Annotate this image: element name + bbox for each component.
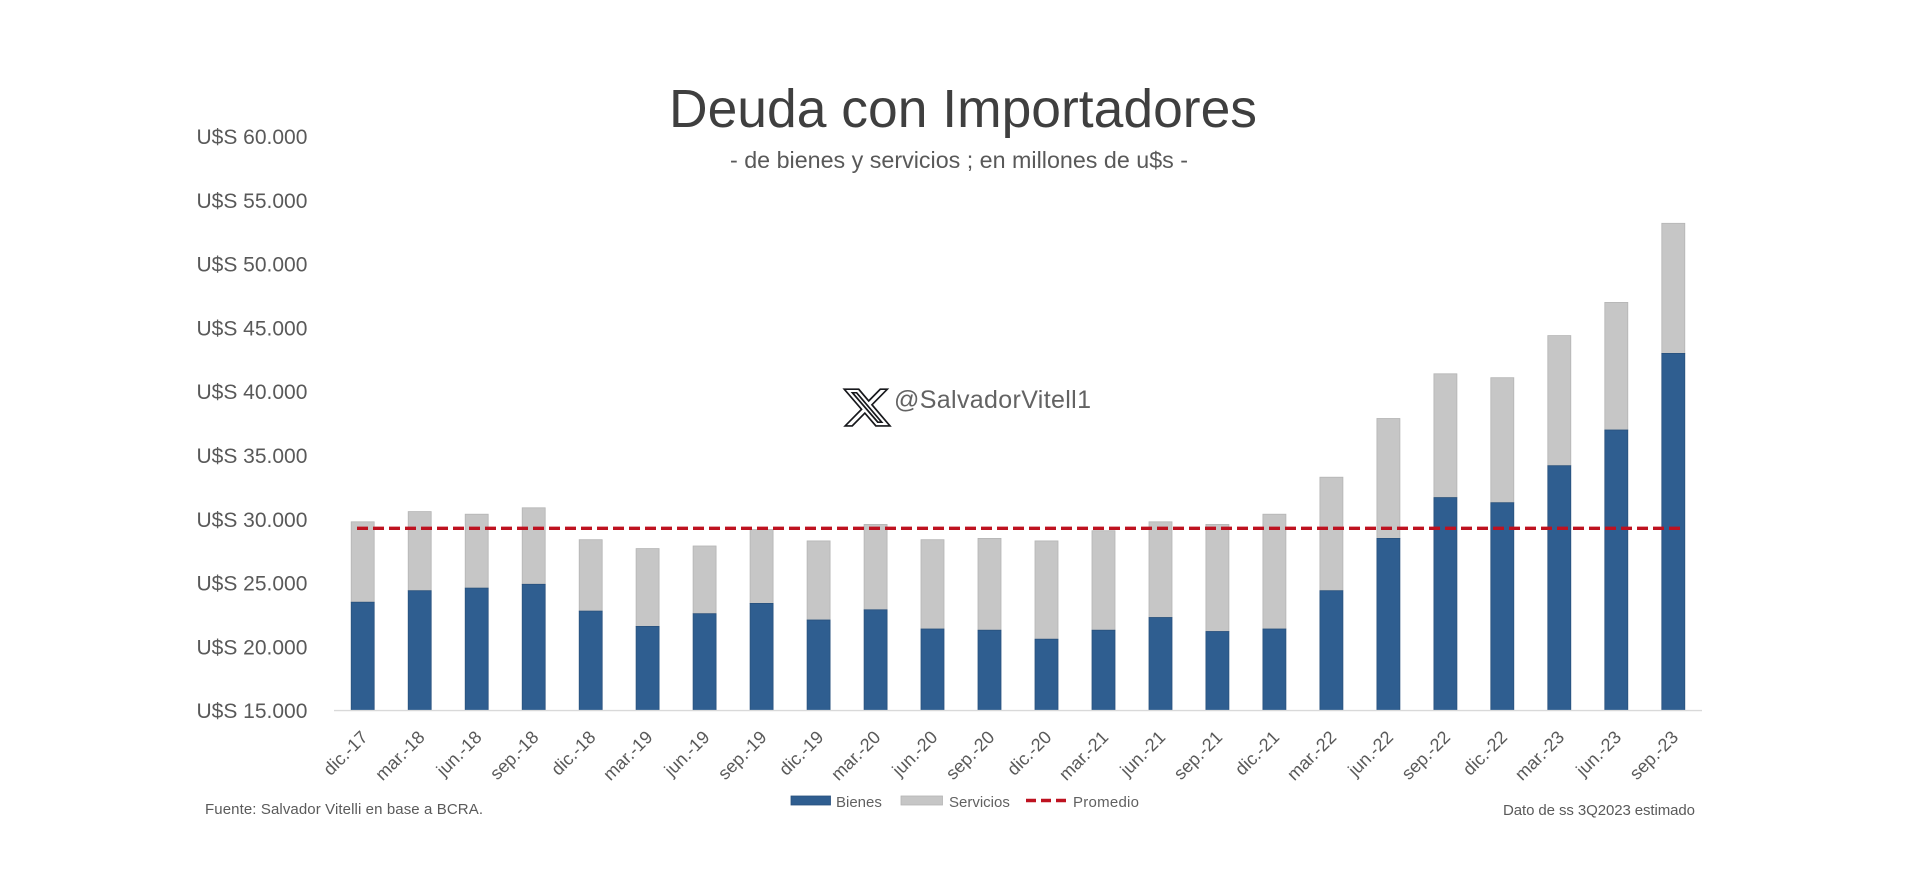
svg-text:Fuente: Salvador Vitelli en ba: Fuente: Salvador Vitelli en base a BCRA. [205,801,483,818]
svg-text:U$S 20.000: U$S 20.000 [197,636,308,659]
svg-text:U$S 15.000: U$S 15.000 [197,700,308,723]
svg-text:@SalvadorVitell1: @SalvadorVitell1 [894,386,1091,414]
svg-text:Servicios: Servicios [949,794,1010,811]
svg-text:U$S 50.000: U$S 50.000 [197,254,308,277]
svg-text:U$S 35.000: U$S 35.000 [197,445,308,468]
svg-text:Dato de ss 3Q2023 estimado: Dato de ss 3Q2023 estimado [1503,802,1695,819]
svg-text:U$S 30.000: U$S 30.000 [197,509,308,532]
svg-text:Bienes: Bienes [836,794,882,811]
svg-text:U$S 60.000: U$S 60.000 [197,126,308,149]
svg-text:- de bienes y servicios ; en m: - de bienes y servicios ; en millones de… [730,147,1188,173]
svg-text:U$S 25.000: U$S 25.000 [197,573,308,596]
svg-text:U$S 55.000: U$S 55.000 [197,190,308,213]
svg-text:U$S 40.000: U$S 40.000 [197,381,308,404]
svg-text:Deuda con Importadores: Deuda con Importadores [669,79,1257,139]
svg-text:U$S 45.000: U$S 45.000 [197,317,308,340]
svg-text:Promedio: Promedio [1073,794,1139,811]
